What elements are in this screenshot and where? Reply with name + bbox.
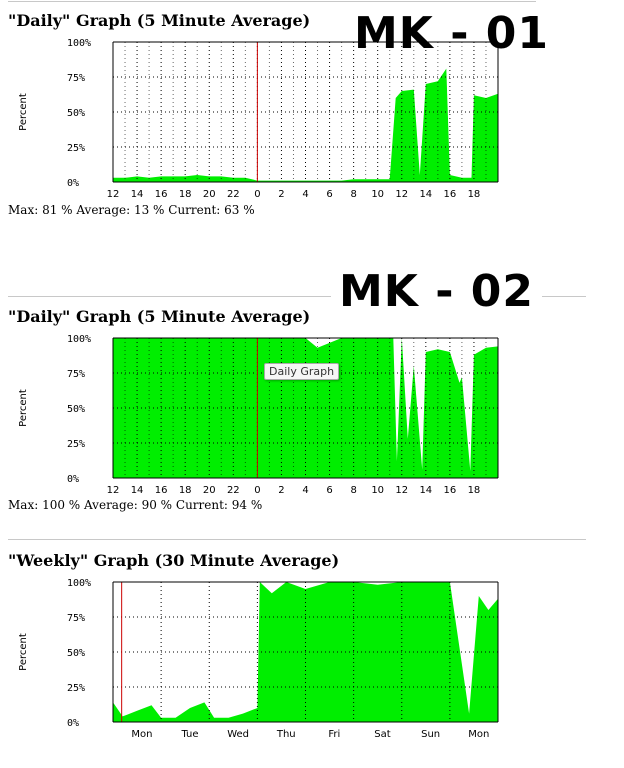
graph-3-title: "Weekly" Graph (30 Minute Average) — [8, 551, 340, 570]
x-tick-label: 22 — [227, 189, 240, 200]
section-divider-2 — [8, 539, 586, 540]
x-tick-label: 8 — [350, 189, 356, 200]
top-rule — [8, 1, 536, 2]
y-tick-label: 100% — [67, 334, 91, 345]
x-tick-label: 10 — [371, 189, 384, 200]
x-tick-label: Thu — [276, 729, 296, 740]
y-tick-label: 100% — [67, 578, 91, 589]
x-tick-label: 0 — [254, 485, 260, 496]
x-tick-label: Wed — [227, 729, 249, 740]
section-divider-1 — [8, 296, 586, 297]
graph-2-chart: 12 14 16 18 20 22 0 2 4 6 8 10 12 14 16 18 0% 25% 50% 75% 10… — [18, 334, 499, 496]
y-tick-label: 25% — [67, 683, 85, 694]
x-tick-label: 20 — [203, 189, 216, 200]
x-tick-label: 6 — [326, 189, 332, 200]
graph-2-stats: Max: 100 % Average: 90 % Current: 94 % — [8, 498, 263, 512]
x-tick-label: 16 — [444, 485, 457, 496]
graph-1-stats: Max: 81 % Average: 13 % Current: 63 % — [8, 203, 255, 217]
mk-01-label: MK - 01 — [354, 8, 550, 59]
y-axis-title: Percent — [18, 389, 29, 427]
y-axis-title: Percent — [18, 633, 29, 671]
y-tick-label: 25% — [67, 143, 85, 154]
x-tick-label: 12 — [395, 485, 408, 496]
x-tick-label: 16 — [444, 189, 457, 200]
y-axis-title: Percent — [18, 93, 29, 131]
x-tick-label: 4 — [302, 189, 308, 200]
x-tick-label: 2 — [278, 189, 284, 200]
x-tick-label: 20 — [203, 485, 216, 496]
y-tick-label: 0% — [67, 178, 79, 189]
x-tick-label: 6 — [326, 485, 332, 496]
y-tick-label: 0% — [67, 718, 79, 729]
x-tick-label: 12 — [107, 485, 120, 496]
y-tick-label: 75% — [67, 613, 85, 624]
y-tick-label: 50% — [67, 648, 85, 659]
x-tick-label: 18 — [179, 189, 192, 200]
x-tick-label: 12 — [395, 189, 408, 200]
graph-2-title: "Daily" Graph (5 Minute Average) — [8, 307, 311, 326]
x-tick-label: Mon — [131, 729, 152, 740]
x-tick-label: 16 — [155, 189, 168, 200]
graph-1-title: "Daily" Graph (5 Minute Average) — [8, 11, 311, 30]
x-tick-label: 18 — [468, 189, 481, 200]
x-tick-label: 14 — [131, 485, 144, 496]
y-tick-label: 100% — [67, 38, 91, 49]
x-tick-label: 0 — [254, 189, 260, 200]
x-tick-label: Fri — [328, 729, 340, 740]
y-tick-label: 75% — [67, 73, 85, 84]
x-tick-label: 2 — [278, 485, 284, 496]
x-tick-label: 14 — [419, 485, 432, 496]
x-tick-label: 18 — [468, 485, 481, 496]
y-tick-label: 50% — [67, 404, 85, 415]
y-tick-label: 25% — [67, 439, 85, 450]
x-tick-label: Sat — [374, 729, 390, 740]
mk-02-label: MK - 02 — [331, 266, 543, 317]
y-tick-label: 75% — [67, 369, 85, 380]
graph-1-chart: 12 14 16 18 20 22 0 2 4 6 8 10 12 14 16 18 0% 25% 50% 75% 10… — [18, 38, 499, 200]
x-tick-label: 14 — [131, 189, 144, 200]
x-tick-label: 16 — [155, 485, 168, 496]
daily-graph-tooltip: Daily Graph — [264, 363, 340, 380]
x-tick-label: 8 — [350, 485, 356, 496]
x-tick-label: Tue — [180, 729, 198, 740]
x-tick-label: 12 — [107, 189, 120, 200]
series-area — [113, 68, 498, 182]
x-tick-label: 22 — [227, 485, 240, 496]
y-tick-label: 50% — [67, 108, 85, 119]
x-tick-label: 10 — [371, 485, 384, 496]
y-tick-label: 0% — [67, 474, 79, 485]
x-tick-label: Sun — [421, 729, 440, 740]
x-tick-label: Mon — [468, 729, 489, 740]
graph-3-chart: Mon Tue Wed Thu Fri Sat Sun Mon 0% 25% 50% 75% 100% P… — [18, 578, 499, 740]
x-tick-label: 4 — [302, 485, 308, 496]
x-tick-label: 18 — [179, 485, 192, 496]
x-tick-label: 14 — [419, 189, 432, 200]
